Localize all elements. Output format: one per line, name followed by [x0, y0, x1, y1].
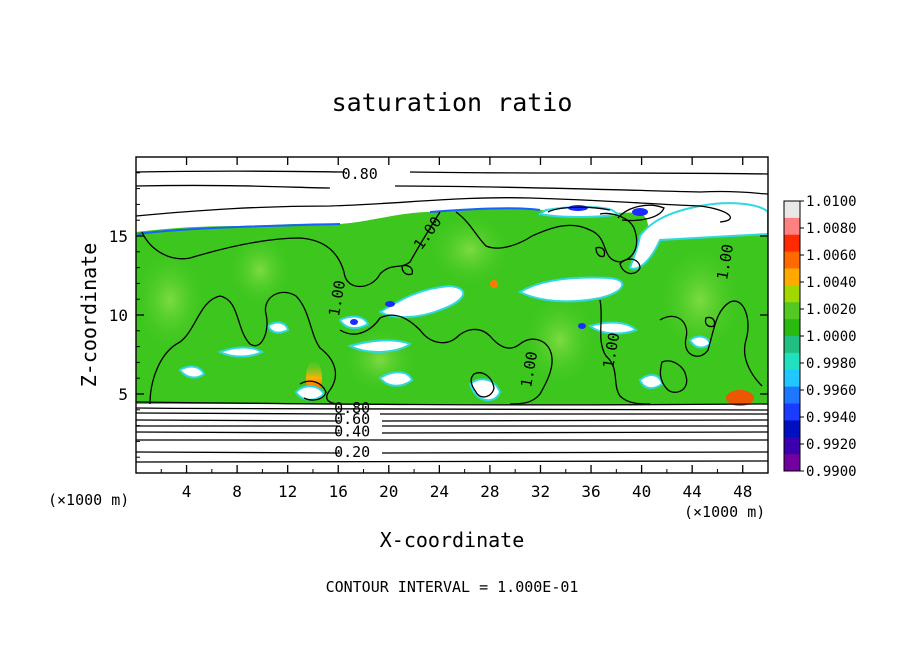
- colorbar-label: 1.0020: [806, 302, 857, 318]
- colorbar-swatch: [784, 234, 800, 253]
- x-tick-label: 40: [632, 482, 651, 501]
- chart-title: saturation ratio: [332, 88, 573, 117]
- contour-label: 1.00: [599, 331, 623, 370]
- saturation-field: [136, 202, 768, 406]
- contour-label: 0.20: [334, 443, 370, 461]
- colorbar-label: 0.9980: [806, 356, 857, 372]
- colorbar-label: 0.9920: [806, 437, 857, 453]
- colorbar-label: 1.0000: [806, 329, 857, 345]
- y-tick-label: 15: [109, 227, 128, 246]
- x-axis: 4 8 12 16 20 24 28 32 36 40 44 48: [160, 157, 752, 501]
- contour-label: 1.00: [517, 350, 541, 389]
- hotspot: [726, 390, 754, 406]
- colorbar-swatch: [784, 319, 800, 337]
- colorbar-swatch: [784, 217, 800, 236]
- dry-cores: [350, 205, 648, 329]
- colorbar-swatch: [784, 302, 800, 320]
- y-tick-label: 10: [109, 306, 128, 325]
- colorbar: 1.0100 1.0080 1.0060 1.0040 1.0020 1.0000 0.99…: [783, 194, 857, 480]
- colorbar-label: 0.9960: [806, 383, 857, 399]
- x-unit-label-left: (×1000 m): [48, 491, 129, 509]
- colorbar-swatch: [784, 437, 800, 455]
- y-axis-label: Z-coordinate: [77, 243, 101, 388]
- colorbar-label: 1.0040: [806, 275, 857, 291]
- x-tick-label: 24: [430, 482, 449, 501]
- colorbar-swatch: [784, 454, 800, 472]
- x-tick-label: 4: [182, 482, 192, 501]
- x-tick-label: 32: [531, 482, 550, 501]
- contour-label: 0.60: [334, 410, 370, 428]
- contour-interval-note: CONTOUR INTERVAL = 1.000E-01: [326, 578, 579, 596]
- hotspot: [490, 280, 498, 288]
- colorbar-label: 1.0060: [806, 248, 857, 264]
- x-tick-label: 12: [278, 482, 297, 501]
- x-tick-label: 16: [329, 482, 348, 501]
- y-axis: 5 10 15: [109, 172, 768, 458]
- colorbar-swatch: [784, 386, 800, 404]
- contour-label: 1.00: [325, 279, 349, 318]
- colorbar-label: 0.9940: [806, 410, 857, 426]
- colorbar-swatch: [784, 369, 800, 388]
- contour-label: 1.00: [713, 243, 737, 282]
- x-tick-label: 48: [733, 482, 752, 501]
- colorbar-label: 0.9900: [806, 464, 857, 480]
- colorbar-swatch: [784, 352, 800, 371]
- colorbar-swatch: [784, 251, 800, 269]
- colorbar-label: 1.0080: [806, 221, 857, 237]
- x-tick-label: 44: [683, 482, 702, 501]
- x-axis-label: X-coordinate: [380, 528, 525, 552]
- x-tick-label: 28: [480, 482, 499, 501]
- colorbar-swatch: [784, 268, 800, 286]
- colorbar-swatch: [784, 336, 800, 354]
- contour-label: 0.40: [334, 423, 370, 441]
- x-tick-label: 20: [379, 482, 398, 501]
- colorbar-swatch: [784, 201, 800, 219]
- field-texture: [136, 210, 745, 395]
- contour-label: 0.80: [334, 399, 370, 417]
- contour-label: 0.80: [342, 165, 378, 183]
- x-tick-label: 8: [232, 482, 242, 501]
- contour-labels: 0.801.001.001.001.001.000.800.600.400.20: [325, 165, 737, 461]
- y-tick-label: 5: [118, 385, 128, 404]
- subsaturated-pockets: [178, 202, 768, 402]
- x-unit-label-right: (×1000 m): [684, 503, 765, 521]
- colorbar-label: 1.0100: [806, 194, 857, 210]
- cyan-rims: [137, 207, 541, 235]
- colorbar-swatch: [784, 420, 800, 438]
- contour-lines: [136, 170, 768, 464]
- colorbar-swatch: [784, 285, 800, 303]
- x-tick-label: 36: [581, 482, 600, 501]
- colorbar-swatch: [784, 403, 800, 421]
